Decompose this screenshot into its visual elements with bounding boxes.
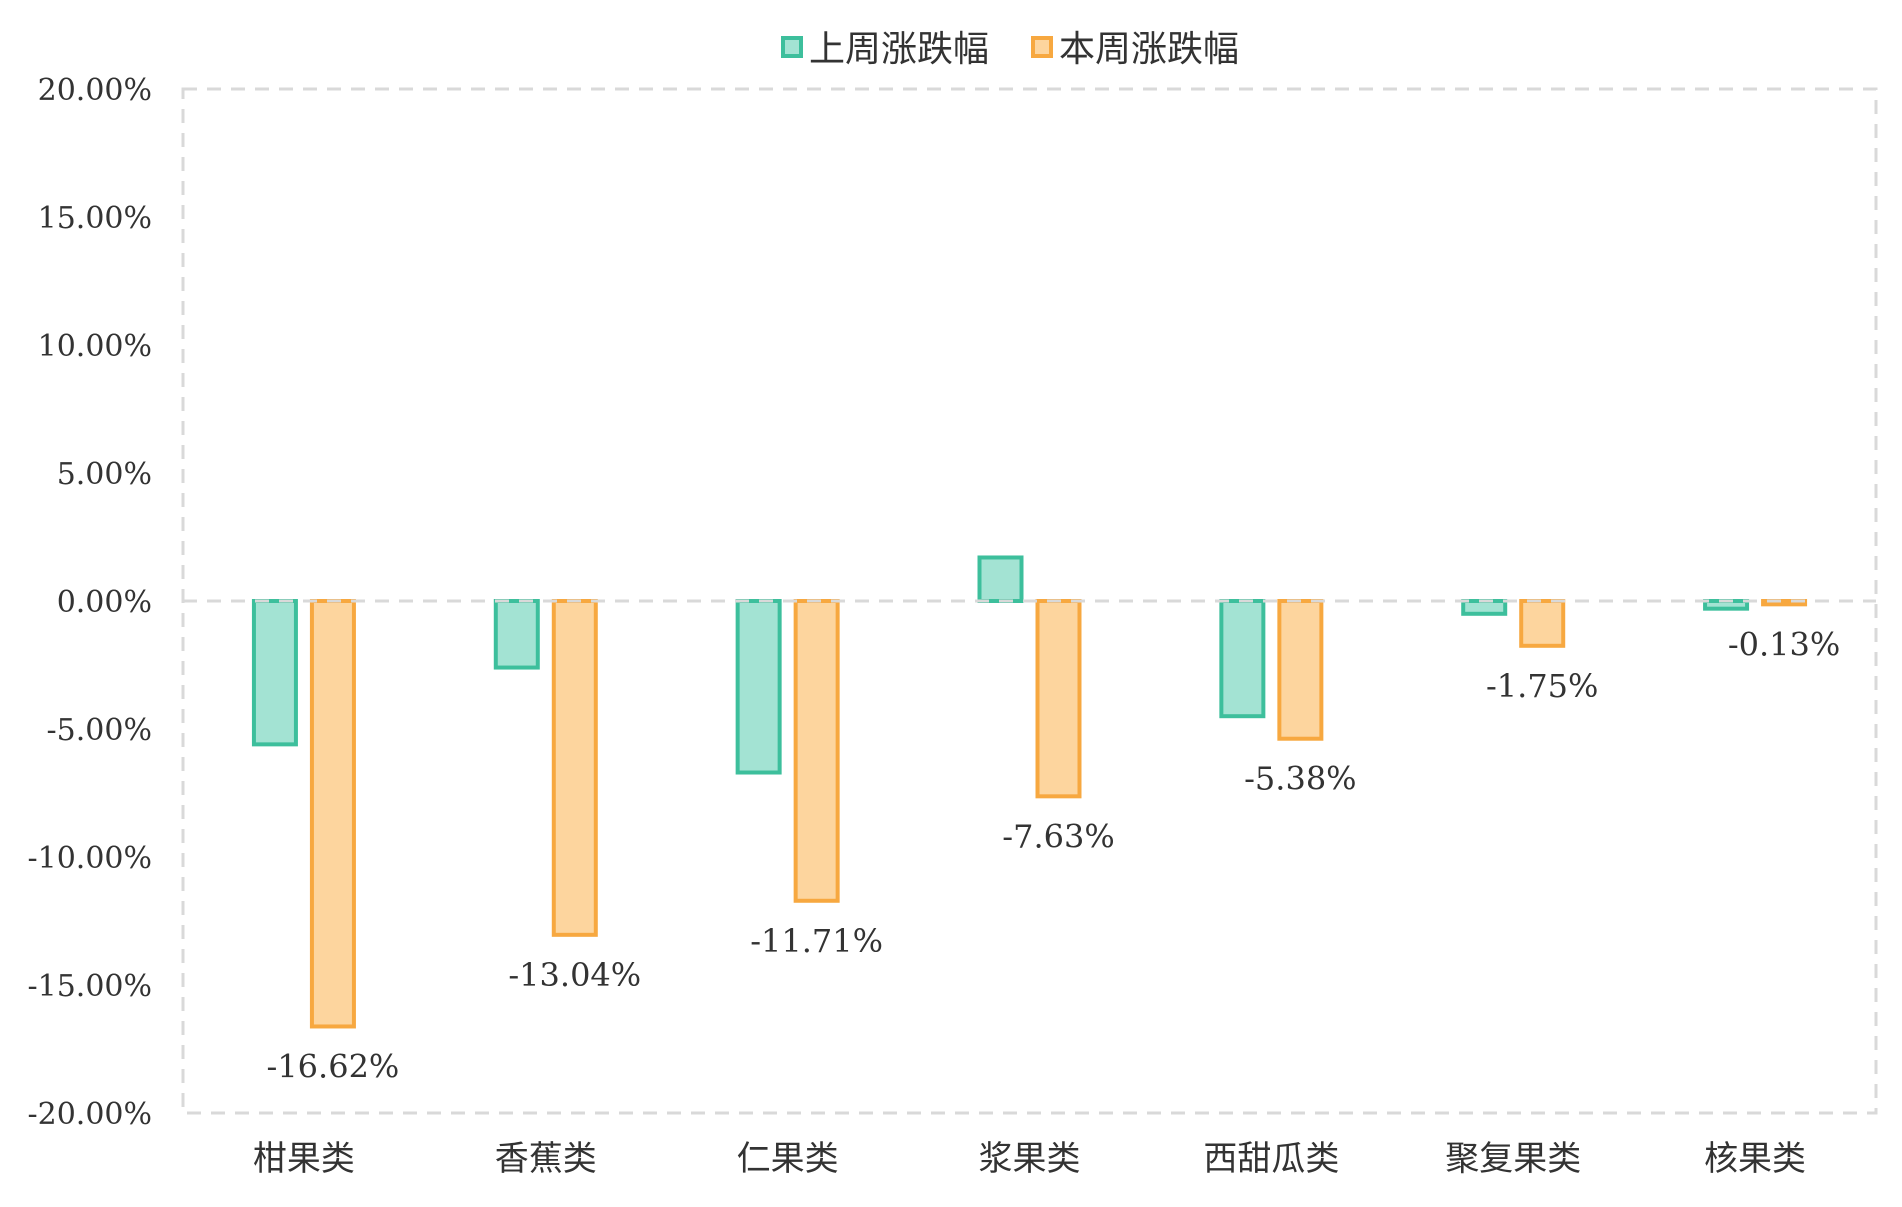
bar-this-week bbox=[551, 599, 598, 937]
legend-item: 本周涨跌幅 bbox=[1031, 29, 1239, 70]
data-label: -11.71% bbox=[750, 922, 883, 960]
y-tick-label: 10.00% bbox=[38, 329, 152, 364]
legend-label: 上周涨跌幅 bbox=[809, 29, 989, 70]
bars bbox=[251, 555, 1808, 1029]
y-tick-label: 5.00% bbox=[57, 457, 152, 492]
x-tick-label: 香蕉类 bbox=[495, 1139, 597, 1179]
bar-last-week bbox=[1461, 599, 1508, 616]
y-tick-label: 20.00% bbox=[38, 73, 152, 108]
legend-item: 上周涨跌幅 bbox=[781, 29, 989, 70]
y-tick-label: -15.00% bbox=[27, 969, 152, 1004]
x-tick-label: 核果类 bbox=[1704, 1139, 1806, 1179]
bar-this-week bbox=[1277, 599, 1324, 741]
bar-last-week bbox=[1219, 599, 1266, 719]
y-tick-label: 0.00% bbox=[57, 585, 152, 620]
bar-this-week bbox=[793, 599, 840, 903]
bar-this-week bbox=[1035, 599, 1082, 799]
y-tick-label: -10.00% bbox=[27, 841, 152, 876]
x-tick-label: 西甜瓜类 bbox=[1203, 1139, 1339, 1179]
data-label: -1.75% bbox=[1486, 667, 1598, 705]
data-label: -0.13% bbox=[1728, 625, 1840, 663]
x-tick-label: 柑果类 bbox=[253, 1139, 355, 1179]
legend-swatch bbox=[781, 36, 803, 58]
legend-label: 本周涨跌幅 bbox=[1059, 29, 1239, 70]
bar-this-week bbox=[309, 599, 356, 1029]
data-label: -13.04% bbox=[508, 956, 641, 994]
x-tick-label: 聚复果类 bbox=[1445, 1139, 1581, 1179]
bar-last-week bbox=[251, 599, 298, 747]
y-tick-label: -5.00% bbox=[47, 713, 152, 748]
y-tick-label: -20.00% bbox=[27, 1097, 152, 1132]
bar-last-week bbox=[735, 599, 782, 775]
data-label: -16.62% bbox=[267, 1047, 400, 1085]
bar-last-week bbox=[977, 555, 1024, 603]
x-tick-label: 浆果类 bbox=[979, 1139, 1081, 1179]
legend-swatch bbox=[1031, 36, 1053, 58]
data-label: -5.38% bbox=[1244, 760, 1356, 798]
y-tick-label: 15.00% bbox=[38, 201, 152, 236]
bar-this-week bbox=[1519, 599, 1566, 648]
x-tick-label: 仁果类 bbox=[737, 1139, 839, 1179]
x-axis: 柑果类 香蕉类 仁果类 浆果类 西甜瓜类 聚复果类 核果类 bbox=[253, 1139, 1806, 1179]
y-axis: 20.00% 15.00% 10.00% 5.00% 0.00% -5.00% -10.00… bbox=[27, 73, 152, 1132]
legend: 上周涨跌幅 本周涨跌幅 bbox=[781, 29, 1239, 70]
bar-last-week bbox=[493, 599, 540, 670]
bar-this-week bbox=[1761, 599, 1808, 607]
data-label: -7.63% bbox=[1002, 817, 1114, 855]
data-labels: -16.62% -13.04% -11.71% -7.63% -5.38% -1.75% -… bbox=[267, 625, 1841, 1085]
